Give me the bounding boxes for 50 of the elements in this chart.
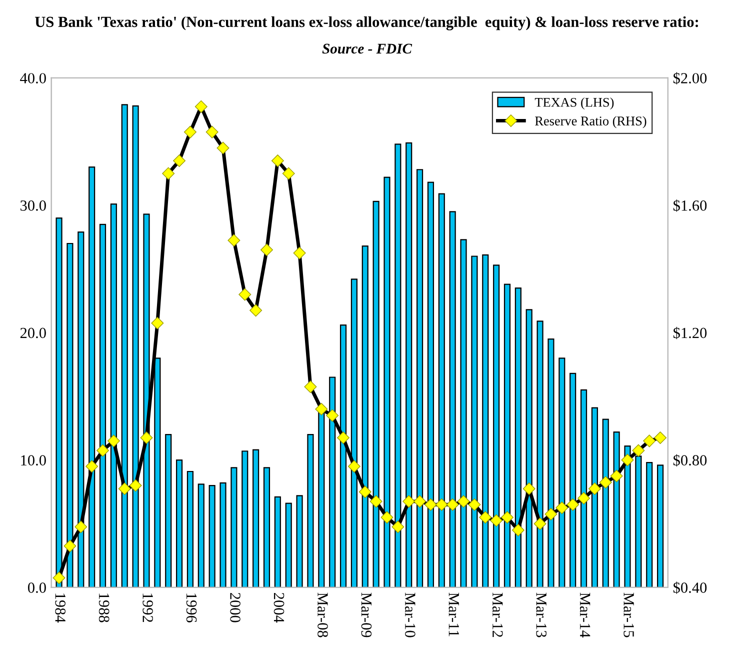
x-tick-label: Mar-14 <box>580 592 590 638</box>
y-tick-label: 40.0 <box>20 73 46 84</box>
bar <box>438 193 445 588</box>
x-tick-label: Mar-12 <box>492 592 503 637</box>
x-tick-label: 2004 <box>274 592 284 623</box>
x-tick-label: Mar-09 <box>361 592 372 638</box>
x-tick-label: Mar-11 <box>448 592 459 636</box>
x-tick-label: Mar-08 <box>318 592 328 638</box>
bar <box>165 434 172 588</box>
bar <box>198 484 204 588</box>
bar <box>427 182 434 588</box>
bar <box>242 450 248 588</box>
bar <box>220 482 226 588</box>
y2-tick-label: $2.00 <box>673 72 707 84</box>
x-tick-label: 2000 <box>230 592 240 622</box>
bar <box>274 496 281 588</box>
bar <box>657 464 664 588</box>
bar <box>252 449 260 588</box>
chart-subtitle: Source - FDIC <box>322 44 412 54</box>
x-tick-label: 1984 <box>55 594 66 623</box>
bar <box>460 239 467 588</box>
bar <box>230 467 238 588</box>
x-tick-label: 1988 <box>98 594 110 622</box>
bar <box>296 495 303 588</box>
bar <box>208 484 216 588</box>
bar <box>263 467 270 588</box>
y2-tick-label: $1.60 <box>673 200 707 212</box>
x-tick-label: 1996 <box>186 594 197 622</box>
y-tick-label: 30.0 <box>20 200 46 211</box>
bar <box>285 502 292 588</box>
x-tick-label: Mar-10 <box>405 592 416 638</box>
y-tick-label: 10.0 <box>21 455 46 466</box>
bar <box>493 264 500 588</box>
bar <box>449 211 456 588</box>
y2-tick-label: $0.40 <box>673 582 707 594</box>
legend-label: Reserve Ratio (RHS) <box>535 116 646 128</box>
x-tick-label: 1992 <box>142 594 153 622</box>
y2-tick-label: $1.20 <box>673 326 707 340</box>
y2-tick-label: $0.80 <box>673 454 707 467</box>
x-tick-label: Mar-15 <box>624 592 634 638</box>
bar <box>646 462 653 588</box>
bar <box>176 459 183 588</box>
chart-title: US Bank 'Texas ratio' (Non-current loans ex-loss allowance/tangible equity) & loan-loss reserve ratio: <box>35 16 698 30</box>
legend-label: TEXAS (LHS) <box>534 98 614 110</box>
bar <box>416 169 424 588</box>
y-tick-label: 0.0 <box>28 582 46 593</box>
y-tick-label: 20.0 <box>20 328 46 338</box>
x-tick-label: Mar-13 <box>536 592 546 638</box>
bar <box>307 434 314 588</box>
bar <box>186 470 194 588</box>
